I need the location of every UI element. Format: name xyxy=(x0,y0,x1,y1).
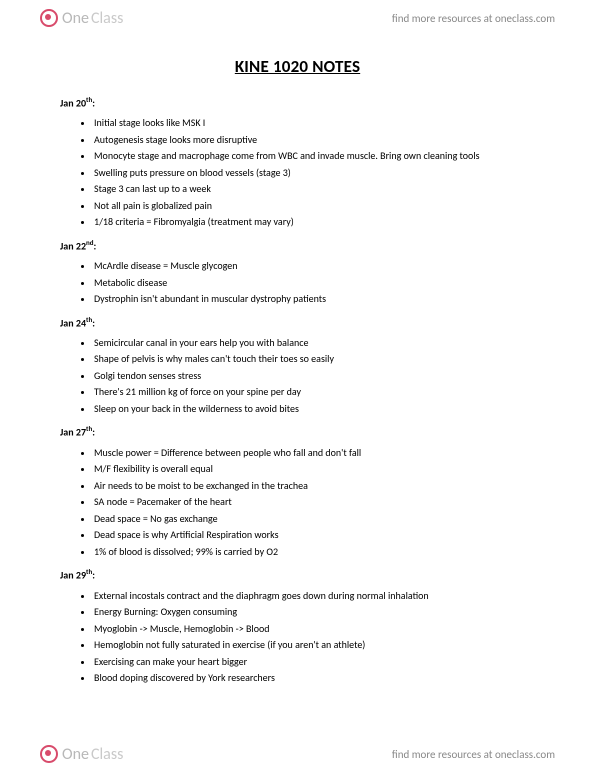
date-main: Jan 29 xyxy=(60,569,86,582)
note-item: External incostals contract and the diap… xyxy=(94,588,535,604)
logo-text-class: Class xyxy=(91,9,123,28)
note-item: Metabolic disease xyxy=(94,275,535,291)
logo-text-one: One xyxy=(62,9,89,28)
brand-logo-footer: OneClass xyxy=(40,745,123,764)
header-tagline: find more resources at oneclass.com xyxy=(392,12,555,25)
note-item: 1/18 criteria = Fibromyalgia (treatment … xyxy=(94,214,535,230)
note-item: Sleep on your back in the wilderness to … xyxy=(94,401,535,417)
note-item: Swelling puts pressure on blood vessels … xyxy=(94,165,535,181)
logo-icon xyxy=(40,745,58,763)
date-superscript: th xyxy=(86,424,92,433)
note-item: Exercising can make your heart bigger xyxy=(94,654,535,670)
note-item: M/F flexibility is overall equal xyxy=(94,461,535,477)
notes-list: Semicircular canal in your ears help you… xyxy=(94,335,535,417)
date-heading: Jan 20th: xyxy=(60,95,535,109)
date-main: Jan 27 xyxy=(60,426,86,439)
note-item: Energy Burning: Oxygen consuming xyxy=(94,604,535,620)
note-item: Initial stage looks like MSK I xyxy=(94,115,535,131)
brand-logo: OneClass xyxy=(40,9,123,28)
note-item: Golgi tendon senses stress xyxy=(94,368,535,384)
note-item: 1% of blood is dissolved; 99% is carried… xyxy=(94,544,535,560)
note-item: Stage 3 can last up to a week xyxy=(94,181,535,197)
date-heading: Jan 27th: xyxy=(60,424,535,438)
footer: OneClass find more resources at oneclass… xyxy=(0,736,595,770)
date-superscript: nd xyxy=(86,238,94,247)
page-title: KINE 1020 NOTES xyxy=(60,56,535,77)
date-heading: Jan 29th: xyxy=(60,567,535,581)
note-item: Monocyte stage and macrophage come from … xyxy=(94,148,535,164)
note-item: Myoglobin -> Muscle, Hemoglobin -> Blood xyxy=(94,621,535,637)
date-heading: Jan 22nd: xyxy=(60,238,535,252)
notes-list: External incostals contract and the diap… xyxy=(94,588,535,686)
note-item: Shape of pelvis is why males can't touch… xyxy=(94,351,535,367)
note-item: Hemoglobin not fully saturated in exerci… xyxy=(94,637,535,653)
note-item: Muscle power = Difference between people… xyxy=(94,445,535,461)
footer-tagline: find more resources at oneclass.com xyxy=(392,748,555,761)
date-main: Jan 20 xyxy=(60,96,86,109)
logo-icon xyxy=(40,9,58,27)
date-superscript: th xyxy=(86,567,92,576)
date-heading: Jan 24th: xyxy=(60,315,535,329)
note-item: Not all pain is globalized pain xyxy=(94,198,535,214)
note-item: Blood doping discovered by York research… xyxy=(94,670,535,686)
note-item: Dystrophin isn't abundant in muscular dy… xyxy=(94,291,535,307)
date-superscript: th xyxy=(86,315,92,324)
note-item: Autogenesis stage looks more disruptive xyxy=(94,132,535,148)
date-superscript: th xyxy=(86,95,92,104)
header: OneClass find more resources at oneclass… xyxy=(0,0,595,34)
date-main: Jan 24 xyxy=(60,316,86,329)
notes-list: Muscle power = Difference between people… xyxy=(94,445,535,560)
sections-container: Jan 20th:Initial stage looks like MSK IA… xyxy=(60,95,535,686)
notes-list: McArdle disease = Muscle glycogenMetabol… xyxy=(94,258,535,307)
logo-text-one: One xyxy=(62,745,89,764)
date-main: Jan 22 xyxy=(60,239,86,252)
logo-text-class: Class xyxy=(91,745,123,764)
note-item: Air needs to be moist to be exchanged in… xyxy=(94,478,535,494)
note-item: McArdle disease = Muscle glycogen xyxy=(94,258,535,274)
document-content: KINE 1020 NOTES Jan 20th: Initial stage l… xyxy=(0,34,595,686)
note-item: SA node = Pacemaker of the heart xyxy=(94,494,535,510)
notes-list: Initial stage looks like MSK IAutogenesi… xyxy=(94,115,535,230)
note-item: Dead space is why Artificial Respiration… xyxy=(94,527,535,543)
note-item: There's 21 million kg of force on your s… xyxy=(94,384,535,400)
note-item: Semicircular canal in your ears help you… xyxy=(94,335,535,351)
note-item: Dead space = No gas exchange xyxy=(94,511,535,527)
